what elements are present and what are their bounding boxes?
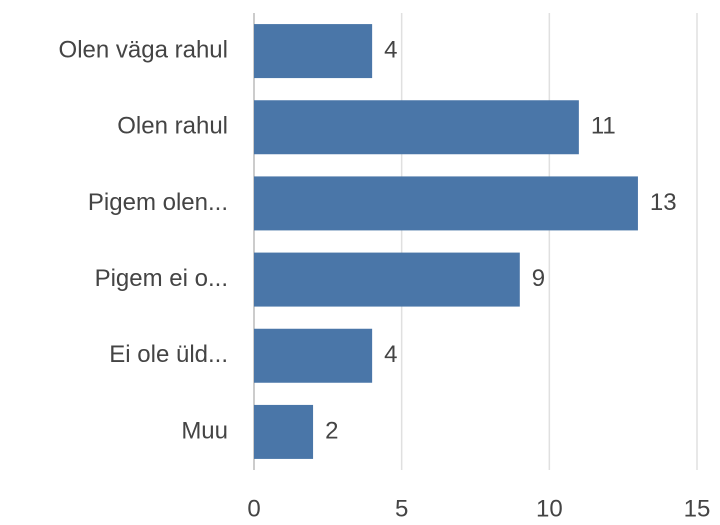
data-label: 4 [384, 341, 397, 368]
y-tick-label: Muu [181, 417, 228, 444]
bar [254, 176, 638, 231]
data-label: 4 [384, 36, 397, 63]
data-label: 11 [591, 113, 616, 140]
data-label: 9 [532, 265, 545, 292]
bar [254, 24, 373, 79]
bar [254, 328, 373, 383]
x-tick-label: 15 [684, 495, 711, 522]
y-tick-label: Pigem olen... [88, 189, 228, 216]
bar [254, 252, 520, 307]
y-tick-label: Olen rahul [117, 113, 228, 140]
bar [254, 404, 314, 459]
y-tick-label: Pigem ei o... [95, 265, 228, 292]
y-tick-label: Ei ole üld... [109, 341, 228, 368]
x-tick-label: 0 [247, 495, 260, 522]
x-tick-label: 5 [395, 495, 408, 522]
x-tick-label: 10 [536, 495, 563, 522]
y-tick-label: Olen väga rahul [59, 36, 228, 63]
bar [254, 100, 579, 155]
data-label: 13 [650, 189, 677, 216]
data-label: 2 [325, 417, 338, 444]
